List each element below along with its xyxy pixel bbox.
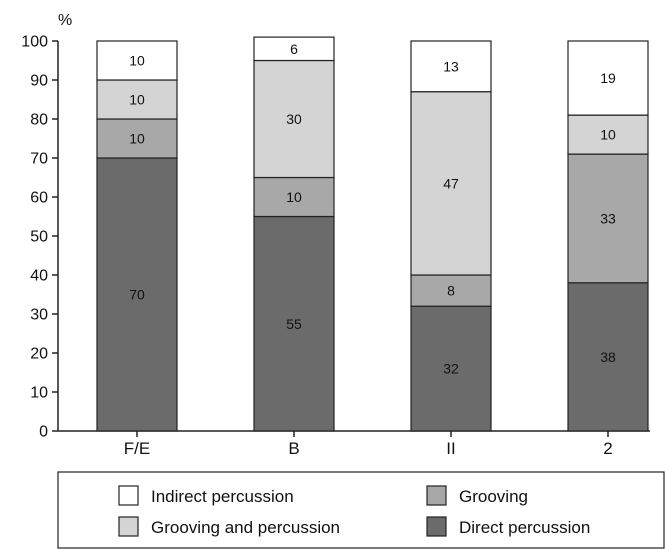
y-axis-ticks: 0 10 20 30 40 50 60 70 80 90 100 [21, 34, 58, 441]
bar-segment [567, 40, 649, 116]
legend-label: Grooving [459, 487, 528, 506]
legend-swatch [426, 516, 447, 537]
bar-segment [253, 36, 335, 62]
legend-box [57, 471, 665, 549]
legend-swatch [118, 485, 139, 506]
legend-label: Indirect percussion [151, 487, 294, 506]
y-tick-label: 10 [30, 385, 48, 402]
y-tick-label: 20 [30, 346, 48, 363]
bar-segment [410, 274, 492, 307]
y-tick-label: 60 [30, 190, 48, 207]
bars-group: 70 10 10 10 55 10 30 6 32 8 47 13 38 33 10 19 [96, 36, 649, 432]
y-tick-label: 50 [30, 229, 48, 246]
y-axis-unit-label: % [58, 12, 72, 29]
bar-segment [253, 59, 335, 179]
bar-segment [567, 153, 649, 284]
bar-value-label: 10 [600, 127, 616, 143]
bar-segment [253, 176, 335, 218]
bar-segment [567, 114, 649, 155]
bar-segment [96, 118, 178, 159]
bar-value-label: 10 [129, 131, 145, 147]
legend: Indirect percussion Grooving Grooving and … [118, 485, 590, 537]
x-tick-label: II [446, 439, 455, 458]
bar-value-label: 19 [600, 70, 616, 86]
bar-segment [410, 40, 492, 93]
bar-value-label: 47 [443, 175, 459, 191]
bar-value-label: 70 [129, 287, 145, 303]
y-tick-label: 70 [30, 151, 48, 168]
bar-segment [410, 91, 492, 276]
y-tick-label: 0 [39, 424, 48, 441]
x-tick-label: 2 [603, 439, 612, 458]
legend-swatch [118, 516, 139, 537]
bar-value-label: 30 [286, 111, 302, 127]
bar-value-label: 10 [286, 189, 302, 205]
legend-label: Grooving and percussion [151, 518, 340, 537]
y-tick-label: 100 [21, 34, 48, 51]
y-tick-label: 30 [30, 307, 48, 324]
bar-segment [96, 79, 178, 120]
legend-swatch [426, 485, 447, 506]
bar-value-label: 13 [443, 58, 459, 74]
bar-value-label: 38 [600, 349, 616, 365]
x-axis-tick-labels: F/E B II 2 [124, 431, 613, 458]
bar-value-label: 32 [443, 361, 459, 377]
bar-value-label: 10 [129, 92, 145, 108]
bar-segment [96, 157, 178, 432]
bar-segment [96, 40, 178, 81]
bar-segment [567, 282, 649, 432]
bar-value-label: 10 [129, 53, 145, 69]
legend-label: Direct percussion [459, 518, 590, 537]
bar-value-label: 33 [600, 210, 616, 226]
y-tick-label: 80 [30, 112, 48, 129]
y-tick-label: 40 [30, 268, 48, 285]
bar-value-label: 8 [447, 283, 455, 299]
x-tick-label: B [288, 439, 299, 458]
bar-value-label: 6 [290, 41, 298, 57]
x-tick-label: F/E [124, 439, 150, 458]
y-tick-label: 90 [30, 73, 48, 90]
bar-value-label: 55 [286, 316, 302, 332]
bar-segment [253, 215, 335, 432]
